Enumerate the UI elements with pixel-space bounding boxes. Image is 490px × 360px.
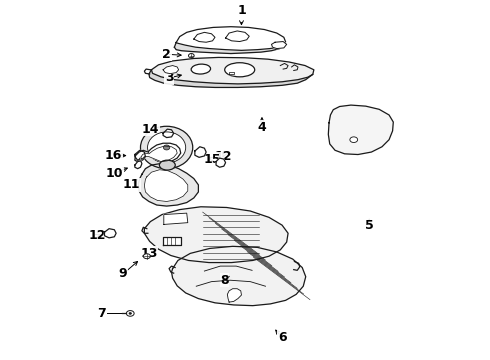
Polygon shape	[174, 42, 283, 54]
Ellipse shape	[147, 132, 186, 163]
Polygon shape	[163, 237, 181, 245]
Polygon shape	[163, 129, 173, 138]
Text: 7: 7	[98, 307, 106, 320]
Ellipse shape	[126, 311, 134, 316]
Polygon shape	[271, 41, 287, 49]
Ellipse shape	[143, 254, 150, 259]
Polygon shape	[172, 246, 306, 306]
Polygon shape	[135, 150, 146, 160]
Text: 8: 8	[220, 274, 229, 287]
Ellipse shape	[189, 54, 194, 58]
Polygon shape	[145, 207, 288, 262]
Polygon shape	[176, 27, 286, 50]
Text: 10: 10	[106, 167, 123, 180]
Text: 13: 13	[140, 247, 158, 260]
Text: 2: 2	[162, 48, 171, 61]
Ellipse shape	[159, 160, 175, 170]
Polygon shape	[141, 146, 177, 162]
Ellipse shape	[350, 137, 358, 143]
Ellipse shape	[191, 64, 211, 74]
Text: 3: 3	[165, 71, 173, 84]
Text: 4: 4	[258, 121, 267, 134]
Text: 6: 6	[278, 331, 286, 344]
Text: 16: 16	[105, 149, 122, 162]
Text: 1: 1	[237, 4, 246, 17]
Polygon shape	[163, 66, 179, 74]
Polygon shape	[135, 143, 181, 163]
Polygon shape	[227, 289, 242, 302]
Ellipse shape	[129, 312, 131, 314]
Ellipse shape	[225, 63, 255, 77]
Polygon shape	[216, 158, 225, 167]
Text: 12: 12	[214, 150, 232, 163]
Polygon shape	[195, 147, 206, 157]
Polygon shape	[194, 32, 215, 42]
Polygon shape	[104, 229, 116, 238]
Text: 5: 5	[365, 219, 374, 231]
Polygon shape	[229, 72, 234, 75]
Text: 11: 11	[122, 179, 140, 192]
Polygon shape	[225, 31, 249, 41]
Polygon shape	[164, 213, 188, 224]
Text: 14: 14	[142, 123, 159, 136]
Text: 15: 15	[204, 153, 221, 166]
Polygon shape	[135, 161, 142, 168]
Text: 12: 12	[89, 229, 106, 242]
Polygon shape	[151, 58, 314, 84]
Polygon shape	[149, 70, 313, 87]
Polygon shape	[138, 164, 198, 206]
Ellipse shape	[141, 126, 193, 168]
Ellipse shape	[164, 145, 170, 150]
Text: 9: 9	[119, 267, 127, 280]
Polygon shape	[145, 170, 188, 202]
Polygon shape	[328, 105, 393, 154]
